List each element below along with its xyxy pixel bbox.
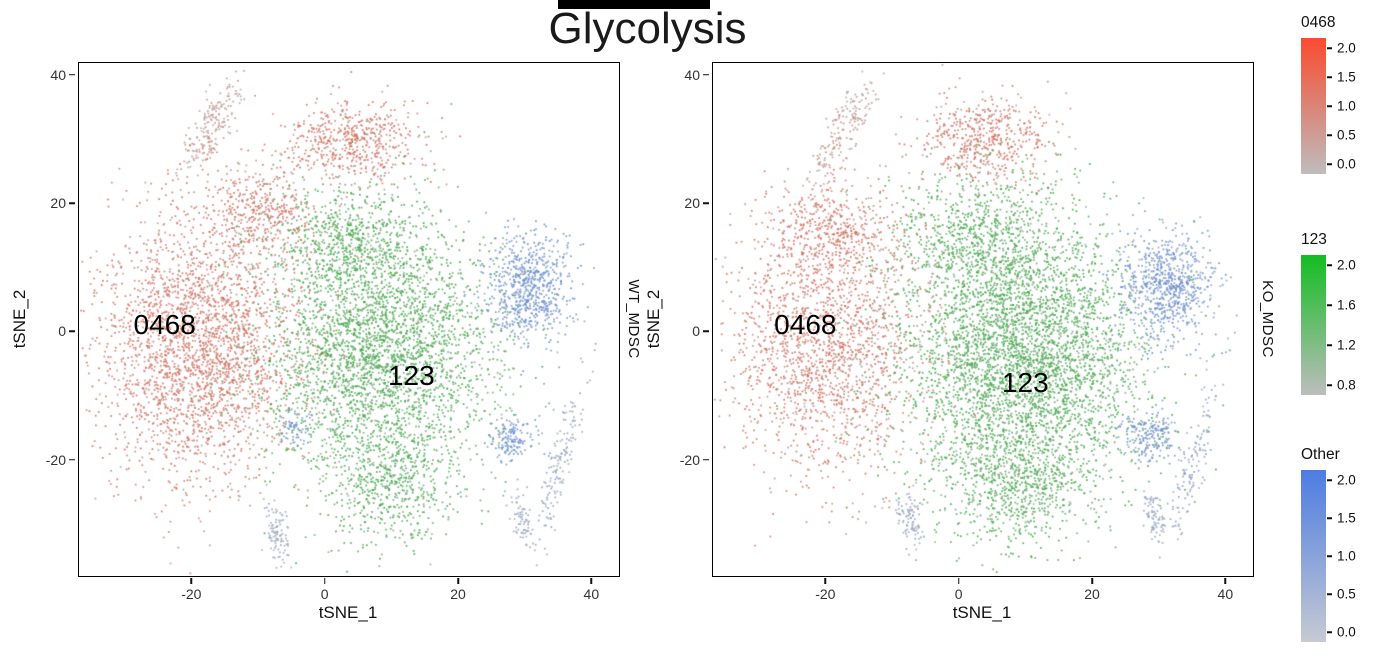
y-tick-mark (69, 74, 75, 76)
y-tick-mark (703, 330, 709, 333)
x-tick-label: 40 (583, 586, 600, 602)
colorbar-tick-mark (1327, 134, 1332, 136)
x-tick-label: -20 (181, 586, 202, 602)
x-tick-mark (824, 578, 827, 584)
colorbar-tick-mark (1327, 384, 1332, 386)
x-tick-mark (590, 578, 593, 584)
y-tick-mark (703, 458, 709, 461)
tsne-scatter-canvas-ko (712, 62, 1254, 577)
y-tick-mark (703, 202, 709, 204)
y-axis-label: tSNE_2 (10, 289, 29, 348)
colorbar-tick-label: 1.0 (1337, 98, 1356, 114)
y-tick-label: 40 (50, 66, 66, 83)
cluster-label-0468: 0468 (774, 308, 837, 340)
y-tick-label: 20 (50, 195, 66, 212)
colorbar-tick-label: 0.0 (1337, 624, 1356, 640)
top-crop-artifact (558, 0, 710, 9)
tsne-panel-wt-mdsc: tSNE_1 tSNE_2 WT_MDSC -20 0 20 40 -20 0 20 40 04… (10, 62, 642, 622)
colorbar-tick-label: 2.0 (1337, 472, 1356, 488)
x-tick-label: 20 (450, 586, 466, 602)
tsne-panel-ko-mdsc: tSNE_1 tSNE_2 KO_MDSC -20 0 20 40 -20 0 20 40 04… (644, 62, 1276, 622)
colorbar-tick-label: 0.5 (1337, 586, 1356, 602)
cluster-label-123: 123 (1001, 366, 1049, 398)
x-tick-mark (957, 578, 960, 584)
colorbar-title: Other (1301, 446, 1340, 463)
x-tick-mark (1091, 578, 1093, 584)
y-tick-label: -20 (679, 451, 700, 468)
colorbar-tick-mark (1327, 593, 1332, 595)
colorbar-legend-column: 0468 2.0 1.5 1.0 0.5 0.0 123 2.0 1.6 1.2 0.8 Other 2… (1301, 0, 1398, 660)
colorbar-tick-mark (1327, 304, 1332, 306)
y-tick-mark (69, 202, 75, 204)
panel-side-label-ko: KO_MDSC (1259, 279, 1276, 358)
x-axis-label: tSNE_1 (318, 603, 378, 622)
y-tick-mark (69, 330, 75, 333)
colorbar-tick-label: 2.0 (1337, 257, 1356, 273)
colorbar-tick-mark (1327, 479, 1332, 481)
colorbar-tick-label: 0.0 (1337, 156, 1356, 172)
y-tick-mark (69, 458, 75, 461)
y-tick-label: 0 (58, 323, 66, 340)
colorbar-Other: Other 2.0 1.5 1.0 0.5 0.0 (1301, 446, 1396, 642)
colorbar-tick-mark (1327, 517, 1332, 519)
colorbar-gradient (1301, 255, 1326, 395)
colorbar-tick-mark (1327, 555, 1332, 557)
x-tick-mark (323, 578, 326, 584)
colorbar-title: 123 (1301, 231, 1327, 248)
x-tick-mark (190, 578, 193, 584)
cluster-label-123: 123 (387, 360, 435, 392)
x-tick-mark (457, 578, 459, 584)
colorbar-tick-label: 2.0 (1337, 40, 1356, 56)
colorbar-tick-mark (1327, 76, 1332, 78)
x-tick-label: -20 (815, 586, 836, 602)
y-tick-label: -20 (45, 451, 66, 468)
colorbar-tick-mark (1327, 47, 1332, 49)
colorbar-123: 123 2.0 1.6 1.2 0.8 (1301, 231, 1396, 395)
colorbar-0468: 0468 2.0 1.5 1.0 0.5 0.0 (1301, 14, 1396, 174)
y-tick-label: 0 (692, 323, 700, 340)
figure-title: Glycolysis (548, 4, 747, 53)
colorbar-tick-label: 1.0 (1337, 548, 1356, 564)
x-tick-mark (1224, 578, 1227, 584)
colorbar-gradient (1301, 38, 1326, 174)
colorbar-tick-label: 1.5 (1337, 510, 1356, 526)
colorbar-tick-label: 1.2 (1337, 337, 1356, 353)
colorbar-tick-mark (1327, 105, 1332, 107)
colorbar-tick-mark (1327, 344, 1332, 346)
x-tick-label: 40 (1217, 586, 1234, 602)
colorbar-tick-mark (1327, 631, 1332, 633)
y-tick-label: 40 (684, 66, 700, 83)
colorbar-tick-mark (1327, 163, 1332, 165)
y-axis-label: tSNE_2 (644, 289, 663, 348)
colorbar-gradient (1301, 470, 1326, 642)
tsne-scatter-canvas-wt (78, 62, 620, 577)
x-tick-label: 0 (320, 586, 329, 602)
x-axis-label: tSNE_1 (952, 603, 1012, 622)
y-tick-label: 20 (684, 195, 700, 212)
cluster-label-0468: 0468 (133, 308, 196, 340)
x-tick-label: 20 (1084, 586, 1100, 602)
y-tick-mark (703, 74, 709, 76)
colorbar-tick-label: 1.5 (1337, 69, 1356, 85)
colorbar-tick-label: 0.5 (1337, 127, 1356, 143)
panel-side-label-wt: WT_MDSC (625, 278, 642, 359)
colorbar-title: 0468 (1301, 14, 1336, 31)
colorbar-tick-label: 0.8 (1337, 377, 1356, 393)
colorbar-tick-mark (1327, 264, 1332, 266)
colorbar-tick-label: 1.6 (1337, 297, 1356, 313)
x-tick-label: 0 (954, 586, 963, 602)
